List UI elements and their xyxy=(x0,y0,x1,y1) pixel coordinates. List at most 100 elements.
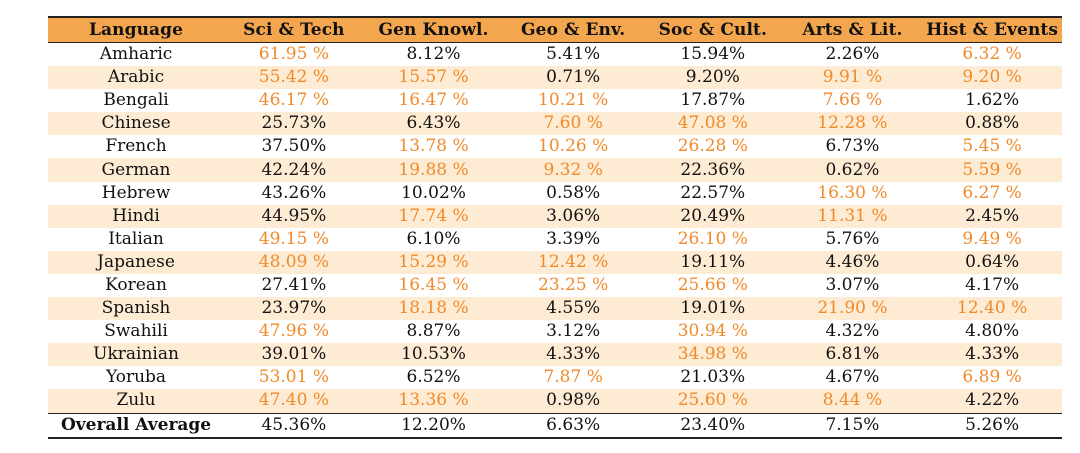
value-cell-highlighted: 12.40 % xyxy=(957,298,1028,319)
category-distribution-table: Language Sci & Tech Gen Knowl. Geo & Env. So… xyxy=(48,16,1062,439)
value-cell-highlighted: 6.32 % xyxy=(962,44,1022,65)
value-cell-highlighted: 48.09 % xyxy=(258,251,329,272)
value-cell: 5.76% xyxy=(825,228,880,249)
value-cell-highlighted: 47.40 % xyxy=(258,390,329,411)
table-row: Swahili 47.96 % 8.87% 3.12% 30.94 % 4.32% 4.80… xyxy=(48,320,1062,344)
value-cell-highlighted: 12.42 % xyxy=(538,251,609,272)
header-category: Arts & Lit. xyxy=(782,16,923,43)
value-cell-highlighted: 7.60 % xyxy=(543,113,603,134)
value-cell-highlighted: 49.15 % xyxy=(258,228,329,249)
value-cell: 6.81% xyxy=(825,344,880,365)
value-cell: 23.97% xyxy=(261,298,327,319)
value-cell: 2.45% xyxy=(965,205,1020,226)
value-cell: 4.46% xyxy=(825,251,880,272)
overall-average-row: Overall Average 45.36% 12.20% 6.63% 23.40% 7.… xyxy=(48,412,1062,439)
value-cell-highlighted: 47.08 % xyxy=(677,113,748,134)
language-cell: Chinese xyxy=(101,113,171,134)
language-cell: Bengali xyxy=(103,90,169,111)
value-cell: 5.41% xyxy=(546,44,601,65)
language-cell: Spanish xyxy=(101,298,171,319)
value-cell-highlighted: 5.45 % xyxy=(962,136,1022,157)
value-cell: 21.03% xyxy=(680,367,746,388)
average-value-cell: 12.20% xyxy=(363,412,504,439)
value-cell: 25.73% xyxy=(261,113,327,134)
average-value-cell: 5.26% xyxy=(922,412,1062,439)
value-cell-highlighted: 9.32 % xyxy=(543,159,603,180)
value-cell: 4.33% xyxy=(965,344,1020,365)
value-cell-highlighted: 5.59 % xyxy=(962,159,1022,180)
value-cell: 4.80% xyxy=(965,321,1020,342)
value-cell-highlighted: 16.30 % xyxy=(817,182,888,203)
value-cell: 0.88% xyxy=(965,113,1020,134)
value-cell: 3.12% xyxy=(546,321,601,342)
value-cell-highlighted: 10.26 % xyxy=(538,136,609,157)
value-cell-highlighted: 25.66 % xyxy=(677,274,748,295)
value-cell-highlighted: 15.57 % xyxy=(398,67,469,88)
value-cell-highlighted: 30.94 % xyxy=(677,321,748,342)
table-row: Ukrainian 39.01% 10.53% 4.33% 34.98 % 6.81% 4.… xyxy=(48,343,1062,367)
table-row: Yoruba 53.01 % 6.52% 7.87 % 21.03% 4.67% 6.89 … xyxy=(48,366,1062,390)
value-cell: 3.07% xyxy=(825,274,880,295)
header-category: Sci & Tech xyxy=(224,16,364,43)
value-cell-highlighted: 8.44 % xyxy=(822,390,883,411)
value-cell-highlighted: 7.87 % xyxy=(543,367,603,388)
header-category: Gen Knowl. xyxy=(363,16,504,43)
value-cell-highlighted: 12.28 % xyxy=(817,113,888,134)
language-cell: Hebrew xyxy=(101,182,171,203)
value-cell: 15.94% xyxy=(680,44,746,65)
value-cell-highlighted: 13.36 % xyxy=(398,390,469,411)
language-cell: French xyxy=(105,136,167,157)
value-cell-highlighted: 21.90 % xyxy=(817,298,888,319)
value-cell-highlighted: 9.91 % xyxy=(822,67,883,88)
language-cell: Zulu xyxy=(116,390,156,411)
value-cell: 42.24% xyxy=(261,159,327,180)
average-value-cell: 6.63% xyxy=(503,412,643,439)
language-cell: Amharic xyxy=(99,44,173,65)
value-cell: 19.11% xyxy=(680,251,746,272)
value-cell: 17.87% xyxy=(680,90,746,111)
table-row: French 37.50% 13.78 % 10.26 % 26.28 % 6.73% 5.… xyxy=(48,135,1062,159)
header-category: Geo & Env. xyxy=(503,16,643,43)
table-row: Spanish 23.97% 18.18 % 4.55% 19.01% 21.90 % 12… xyxy=(48,297,1062,321)
value-cell-highlighted: 61.95 % xyxy=(258,44,329,65)
value-cell: 0.71% xyxy=(546,67,601,88)
value-cell: 10.53% xyxy=(401,344,466,365)
value-cell: 22.57% xyxy=(680,182,746,203)
table-row: Hebrew 43.26% 10.02% 0.58% 22.57% 16.30 % 6.27… xyxy=(48,181,1062,205)
language-cell: German xyxy=(101,159,171,180)
value-cell: 8.87% xyxy=(406,321,461,342)
value-cell: 6.52% xyxy=(406,367,461,388)
overall-average-label: Overall Average xyxy=(48,412,225,439)
value-cell-highlighted: 6.27 % xyxy=(962,182,1022,203)
average-value-cell: 23.40% xyxy=(642,412,783,439)
value-cell-highlighted: 13.78 % xyxy=(398,136,469,157)
value-cell-highlighted: 55.42 % xyxy=(258,67,329,88)
value-cell: 8.12% xyxy=(406,44,461,65)
value-cell: 4.33% xyxy=(546,344,601,365)
results-table-container: Language Sci & Tech Gen Knowl. Geo & Env. So… xyxy=(48,16,1062,439)
value-cell-highlighted: 7.66 % xyxy=(822,90,883,111)
value-cell-highlighted: 15.29 % xyxy=(398,251,469,272)
value-cell-highlighted: 19.88 % xyxy=(398,159,469,180)
value-cell-highlighted: 46.17 % xyxy=(258,90,329,111)
table-row: Arabic 55.42 % 15.57 % 0.71% 9.20% 9.91 % 9.20… xyxy=(48,66,1062,90)
table-row: Japanese 48.09 % 15.29 % 12.42 % 19.11% 4.46%… xyxy=(48,250,1062,274)
value-cell-highlighted: 53.01 % xyxy=(258,367,329,388)
value-cell: 3.39% xyxy=(546,228,601,249)
average-value-cell: 45.36% xyxy=(224,412,364,439)
value-cell-highlighted: 11.31 % xyxy=(817,205,888,226)
value-cell: 10.02% xyxy=(401,182,466,203)
value-cell-highlighted: 18.18 % xyxy=(398,298,469,319)
value-cell: 22.36% xyxy=(680,159,746,180)
value-cell: 44.95% xyxy=(261,205,327,226)
value-cell-highlighted: 34.98 % xyxy=(677,344,748,365)
value-cell-highlighted: 16.47 % xyxy=(398,90,469,111)
value-cell: 0.62% xyxy=(825,159,880,180)
value-cell-highlighted: 17.74 % xyxy=(398,205,469,226)
language-cell: Hindi xyxy=(112,205,160,226)
value-cell: 6.10% xyxy=(406,228,461,249)
table-row: Amharic 61.95 % 8.12% 5.41% 15.94% 2.26% 6.32 … xyxy=(48,42,1062,67)
value-cell: 4.55% xyxy=(546,298,601,319)
value-cell-highlighted: 9.49 % xyxy=(962,228,1022,249)
value-cell-highlighted: 26.28 % xyxy=(677,136,748,157)
